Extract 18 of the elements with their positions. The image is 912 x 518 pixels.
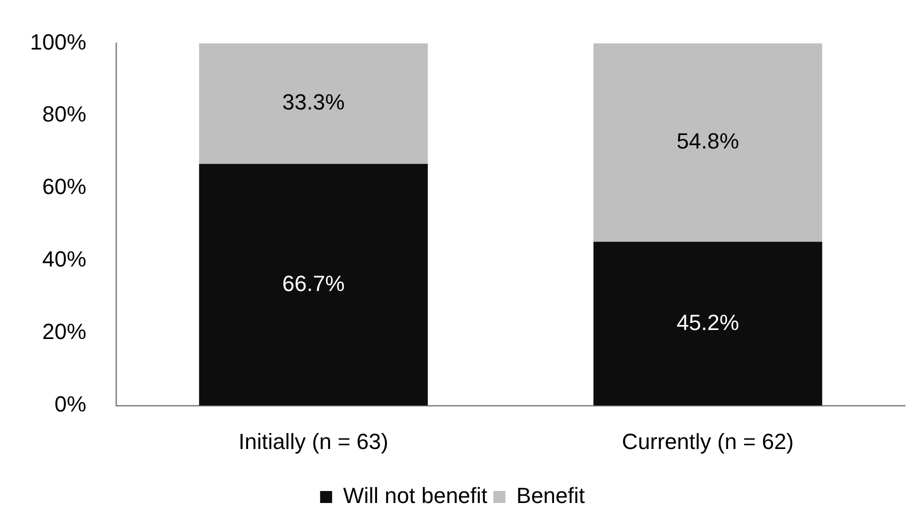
data-label: 45.2% [676, 310, 740, 335]
data-label: 33.3% [282, 90, 345, 115]
y-tick-label: 100% [30, 29, 86, 54]
data-label: 66.7% [282, 270, 345, 296]
bar [593, 43, 822, 242]
legend-label: Will not benefit [343, 483, 488, 508]
y-tick-label: 0% [54, 392, 86, 417]
y-tick-label: 80% [42, 102, 86, 127]
x-tick-label: Currently (n = 62) [622, 428, 794, 454]
x-tick-label: Initially (n = 63) [238, 428, 388, 454]
bar [199, 164, 428, 406]
bar [593, 242, 822, 406]
data-label: 54.8% [676, 128, 740, 154]
legend-label: Benefit [516, 483, 585, 508]
y-tick-label: 20% [42, 319, 86, 344]
y-tick-label: 60% [42, 174, 86, 200]
bar [199, 43, 428, 164]
y-tick-label: 40% [42, 246, 86, 272]
